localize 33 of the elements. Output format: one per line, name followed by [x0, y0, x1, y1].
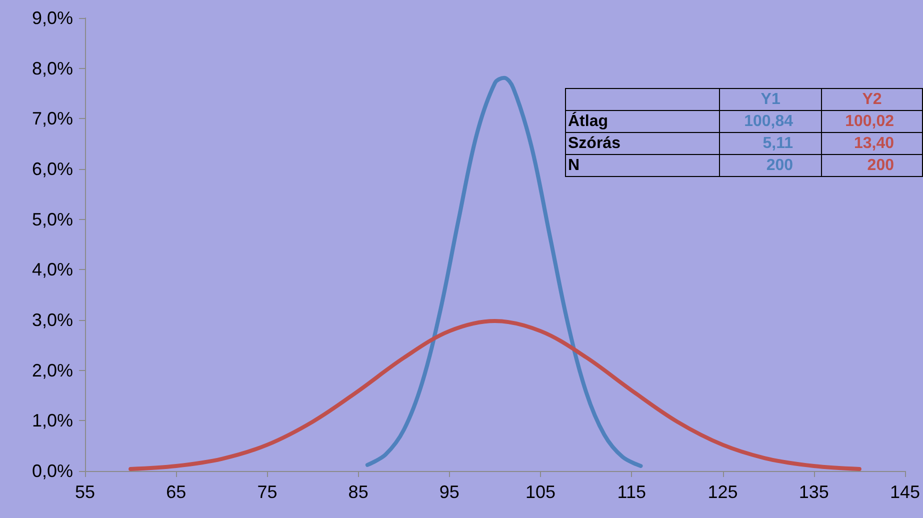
x-tick-label: 75 — [257, 482, 278, 502]
annotation: 13,40 — [822, 132, 922, 154]
annotation: 100,84 — [720, 110, 822, 132]
x-tick-label: 95 — [439, 482, 460, 502]
y-tick-label: 1,0% — [32, 410, 73, 431]
text: Y2 — [862, 90, 882, 108]
annotation: Átlag — [566, 110, 720, 132]
annotation: 5,11 — [720, 132, 822, 154]
y-tick-label: 0,0% — [32, 461, 73, 481]
x-tick-label: 105 — [526, 482, 556, 502]
annotation: Szórás — [566, 132, 720, 154]
y-tick-label: 8,0% — [32, 58, 73, 78]
x-tick-label: 115 — [617, 482, 646, 502]
annotation: 200 — [822, 154, 922, 176]
annotation: N — [566, 154, 720, 176]
annotation: 200 — [720, 154, 822, 176]
y-tick-label: 6,0% — [32, 159, 73, 179]
x-tick-label: 125 — [708, 482, 738, 502]
x-tick-label: 145 — [890, 482, 920, 502]
x-tick-label: 85 — [348, 482, 368, 502]
x-tick-label: 55 — [74, 482, 96, 502]
annotation: 100,02 — [822, 110, 922, 132]
y-tick-label: 2,0% — [32, 360, 73, 380]
y-tick-label: 9,0% — [32, 8, 73, 28]
y-tick-label: 4,0% — [32, 260, 73, 280]
text: Y1 — [760, 90, 780, 108]
x-tick-label: 65 — [166, 482, 186, 502]
y-tick-label: 7,0% — [32, 108, 73, 129]
y-tick-label: 5,0% — [32, 209, 73, 230]
line-series — [365, 76, 643, 468]
x-tick-label: 135 — [798, 482, 829, 502]
line-series — [128, 319, 862, 471]
y-tick-label: 3,0% — [32, 310, 73, 330]
